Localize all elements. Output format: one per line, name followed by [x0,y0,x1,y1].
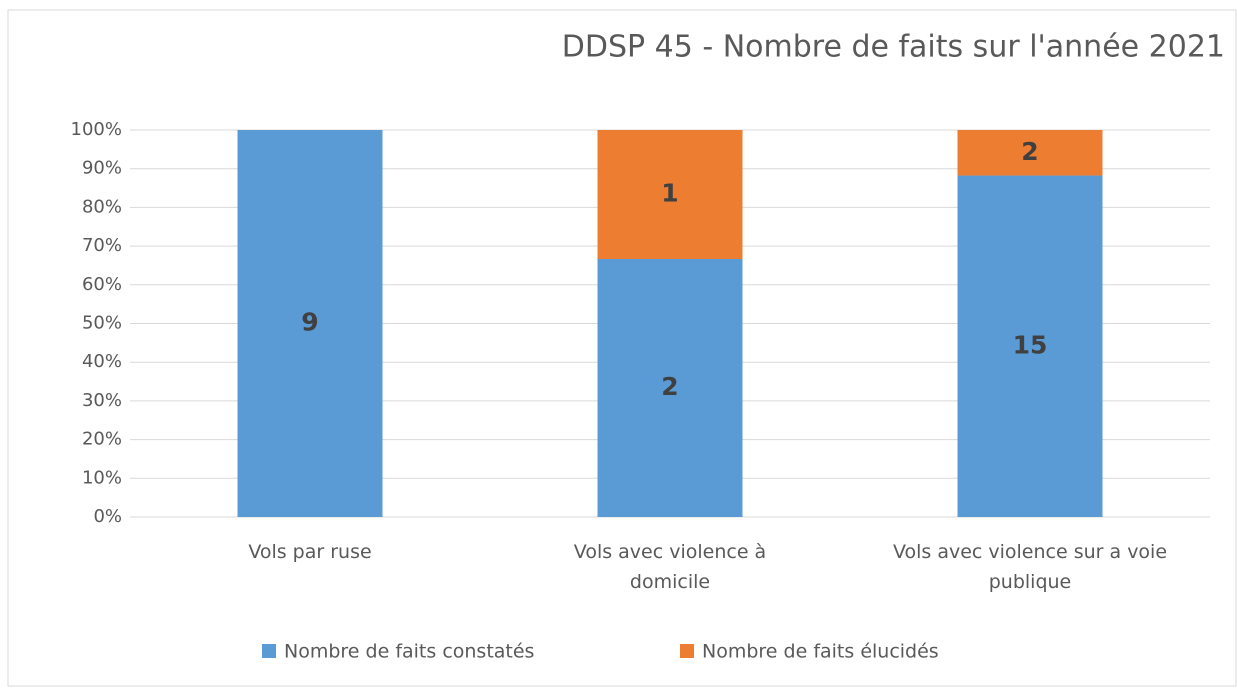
y-tick-label: 100% [71,119,122,140]
y-tick-label: 30% [82,390,122,411]
chart-title: DDSP 45 - Nombre de faits sur l'année 20… [562,30,1225,65]
bar-segment [957,130,1103,176]
y-tick-label: 60% [82,274,122,295]
x-tick-label: Vols avec violence sur a voie publique [892,541,1168,593]
data-label: 1 [661,179,678,208]
y-tick-label: 0% [93,506,122,527]
data-label: 15 [1013,330,1048,359]
bar-segment [957,175,1103,517]
legend-swatch [680,644,694,658]
chart-border [7,9,1237,687]
x-tick-label: Vols par ruse [248,541,372,563]
y-tick-label: 80% [82,196,122,217]
legend-label: Nombre de faits élucidés [702,641,939,663]
y-tick-label: 70% [82,235,122,256]
y-tick-label: 20% [82,429,122,450]
y-tick-label: 90% [82,158,122,179]
bar-segment [237,130,383,517]
legend-label: Nombre de faits constatés [284,641,534,663]
legend-swatch [262,644,276,658]
data-label: 2 [1021,137,1038,166]
y-tick-label: 10% [82,467,122,488]
bar-segment [597,259,743,517]
y-tick-label: 40% [82,351,122,372]
bar-segment [597,130,743,259]
x-tick-label: Vols avec violence à domicile [573,541,767,593]
y-tick-label: 50% [82,313,122,334]
data-label: 9 [301,308,318,337]
data-label: 2 [661,372,678,401]
